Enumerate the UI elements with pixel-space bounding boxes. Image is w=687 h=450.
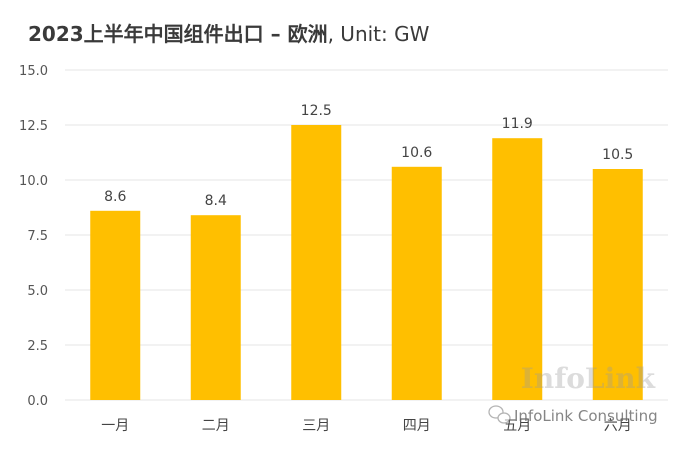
data-label: 10.6: [401, 145, 432, 161]
watermark-logo: InfoLink: [521, 362, 656, 395]
chart-title-unit: , Unit: GW: [327, 22, 430, 46]
data-label: 11.9: [502, 116, 533, 132]
x-tick-label: 三月: [302, 418, 330, 434]
x-tick-label: 二月: [202, 418, 230, 434]
bar: [492, 138, 543, 400]
wechat-icon: [488, 405, 511, 424]
x-tick-label: 四月: [403, 418, 431, 434]
y-tick-label: 5.0: [27, 284, 48, 299]
y-tick-label: 12.5: [19, 119, 48, 134]
data-label: 10.5: [602, 147, 633, 163]
bar: [592, 169, 643, 400]
x-tick-label: 六月: [604, 418, 632, 434]
y-tick-label: 7.5: [27, 229, 48, 244]
bar: [90, 210, 141, 400]
data-label: 8.6: [104, 189, 126, 205]
chart-title: 2023上半年中国组件出口 – 欧洲, Unit: GW: [28, 18, 429, 47]
y-tick-label: 2.5: [27, 339, 48, 354]
bar: [291, 125, 342, 400]
y-tick-label: 15.0: [19, 64, 48, 79]
bar: [391, 166, 442, 400]
chart-title-main: 2023上半年中国组件出口 – 欧洲: [28, 22, 328, 46]
x-tick-label: 五月: [503, 418, 531, 434]
x-tick-label: 一月: [101, 418, 129, 434]
watermark-credit: InfoLink Consulting: [514, 407, 658, 425]
y-tick-label: 0.0: [27, 394, 48, 409]
bar: [190, 215, 241, 400]
y-tick-label: 10.0: [19, 174, 48, 189]
data-label: 12.5: [301, 103, 332, 119]
data-label: 8.4: [205, 193, 227, 209]
